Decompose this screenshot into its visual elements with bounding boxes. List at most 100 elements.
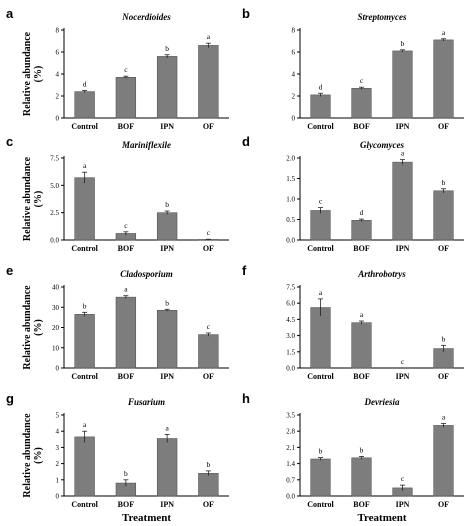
panel-e-sig-label: b (165, 298, 169, 307)
panel-a-y-label: Relative abundance (22, 31, 33, 116)
panel-c-sig-label: c (207, 228, 211, 237)
panel-h-bar-of (433, 425, 454, 497)
panel-b-y-tick-label: 8 (292, 27, 296, 35)
panel-g-sig-label: b (124, 469, 128, 478)
panel-e-category-label: IPN (160, 372, 174, 381)
panel-a-bar-of (198, 45, 219, 119)
panel-a-sig-label: a (207, 32, 211, 41)
panel-d-bar-bof (351, 220, 372, 241)
panel-e-sig-label: c (207, 322, 211, 331)
panel-a-y-tick-label: 0 (56, 115, 60, 123)
panel-a-y-tick-label: 4 (56, 71, 60, 79)
panel-g-letter: g (6, 391, 14, 406)
panel-f-y-tick-label: 7.5 (286, 284, 295, 292)
panel-d-bar-of (433, 190, 454, 241)
panel-e-sig-label: b (83, 301, 87, 310)
panel-h-bar-bof (351, 457, 372, 497)
panel-g-y-label-unit: (%) (33, 447, 44, 464)
panel-f-sig-label: c (401, 357, 405, 366)
panel-c-title: Mariniflexile (121, 140, 171, 150)
panel-b-sig-label: d (319, 82, 323, 91)
panel-b-letter: b (242, 6, 250, 21)
panel-a-sig-label: c (124, 65, 128, 74)
panel-c-bar-ipn (156, 212, 178, 241)
panel-g-bar-of (198, 473, 219, 497)
panel-h-title: Devriesia (364, 397, 400, 407)
panel-d-y-tick-label: 1.5 (286, 175, 295, 183)
panel-h-y-tick-label: 2.8 (286, 428, 295, 436)
panel-b-category-label: BOF (353, 122, 370, 131)
panel-c-sig-label: a (83, 161, 87, 170)
panel-h-sig-label: c (401, 474, 405, 483)
panel-g-y-tick-label: 0 (56, 493, 60, 501)
panel-e-category-label: Control (71, 372, 98, 381)
panel-a-category-label: Control (71, 122, 98, 131)
panel-d-sig-label: b (442, 178, 446, 187)
panel-f-category-label: OF (438, 372, 449, 381)
panel-c-category-label: BOF (118, 244, 135, 253)
panel-c-y-tick-label: 2.5 (50, 209, 59, 217)
panel-d-y-tick-label: 2.0 (286, 155, 295, 163)
panel-a-sig-label: d (83, 80, 87, 89)
panel-g-sig-label: a (165, 423, 169, 432)
panel-a-sig-label: b (165, 44, 169, 53)
panel-f-category-label: Control (307, 372, 334, 381)
panel-b-y-tick-label: 2 (292, 93, 296, 101)
panel-g-y-tick-label: 2 (56, 460, 60, 468)
panel-c-bar-control (74, 177, 95, 241)
panel-h-sig-label: a (442, 413, 446, 422)
panel-g-category-label: Control (71, 500, 98, 509)
panel-h-y-tick-label: 1.4 (286, 460, 295, 468)
panel-a-category-label: OF (203, 122, 214, 131)
panel-f-y-tick-label: 4.5 (286, 316, 295, 324)
panel-d-sig-label: c (319, 197, 323, 206)
panel-g-category-label: IPN (160, 500, 174, 509)
panel-d-y-tick-label: 1.0 (286, 196, 295, 204)
panel-h-letter: h (242, 391, 250, 406)
panel-b-bar-bof (351, 88, 372, 119)
panel-d-sig-label: d (360, 208, 364, 217)
panel-d-category-label: BOF (353, 244, 370, 253)
panel-f-y-tick-label: 0.0 (286, 365, 295, 373)
panel-a-bar-ipn (156, 56, 178, 119)
panel-h-category-label: OF (438, 500, 449, 509)
panel-g-category-label: BOF (118, 500, 135, 509)
panel-g-y-tick-label: 5 (56, 412, 60, 420)
panel-c-category-label: IPN (160, 244, 174, 253)
panel-h-y-tick-label: 0.7 (286, 476, 295, 484)
panel-c-category-label: OF (203, 244, 214, 253)
panel-e-bar-bof (115, 296, 137, 369)
panel-c-y-label: Relative abundance (22, 156, 33, 241)
panel-f-y-tick-label: 3.0 (286, 332, 295, 340)
panel-c-y-tick-label: 5.0 (50, 182, 59, 190)
panel-e-y-tick-label: 30 (52, 304, 60, 312)
panel-h-category-label: IPN (396, 500, 410, 509)
panel-c-sig-label: c (124, 221, 128, 230)
panel-b-sig-label: b (401, 39, 405, 48)
panel-d-y-tick-label: 0.0 (286, 237, 295, 245)
panel-f-sig-label: a (360, 310, 364, 319)
panel-g-category-label: OF (203, 500, 214, 509)
panel-e-y-label-unit: (%) (33, 319, 44, 336)
panel-d-category-label: OF (438, 244, 449, 253)
panel-b-bar-control (310, 94, 331, 119)
panel-e-bar-of (198, 334, 219, 369)
panel-h-bar-control (310, 458, 331, 497)
panel-e-bar-control (74, 314, 95, 369)
panel-b-category-label: IPN (396, 122, 410, 131)
panel-f-category-label: BOF (353, 372, 370, 381)
panel-g-y-label: Relative abundance (22, 413, 33, 498)
panel-b-title: Streptomyces (358, 12, 407, 22)
panel-d-bar-ipn (392, 161, 413, 241)
panel-e-title: Cladosporium (120, 269, 173, 279)
panel-g-sig-label: b (207, 460, 211, 469)
panel-b-category-label: Control (307, 122, 334, 131)
panel-f-y-tick-label: 6.0 (286, 300, 295, 308)
panel-c-y-tick-label: 0.0 (50, 237, 59, 245)
panel-a-title: Nocerdioides (121, 12, 171, 22)
panel-a-bar-bof (115, 77, 137, 119)
panel-h-y-tick-label: 3.5 (286, 412, 295, 420)
panel-f-y-tick-label: 1.5 (286, 348, 295, 356)
panel-e-sig-label: a (124, 285, 128, 294)
